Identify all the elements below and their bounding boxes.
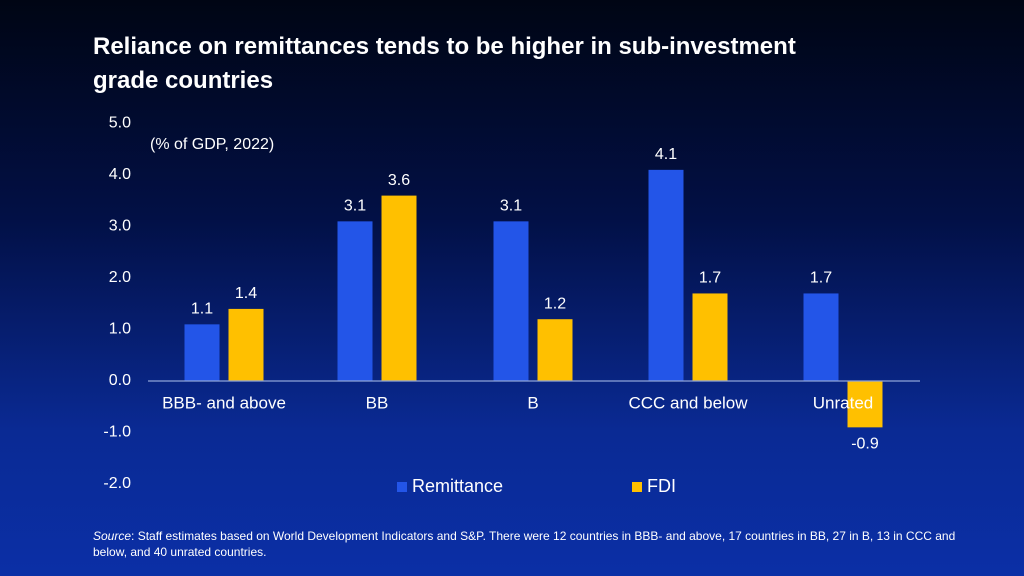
data-label-remittance-4: 4.1 bbox=[655, 146, 677, 163]
category-label: CCC and below bbox=[628, 393, 748, 412]
source-label: Source bbox=[93, 529, 132, 543]
legend-item-remittance: Remittance bbox=[397, 476, 503, 497]
data-label-fdi-4: 1.7 bbox=[699, 270, 721, 287]
legend-swatch-remittance bbox=[397, 481, 407, 492]
chart-title-line-2: grade countries bbox=[93, 67, 274, 94]
bar-remittance-1 bbox=[184, 324, 220, 381]
bar-remittance-4 bbox=[648, 169, 684, 381]
source-text: : Staff estimates based on World Develop… bbox=[93, 529, 956, 559]
source-footnote: Source: Staff estimates based on World D… bbox=[93, 528, 963, 560]
y-tick-label: 0.0 bbox=[109, 372, 131, 389]
data-label-fdi-1: 1.4 bbox=[235, 285, 257, 302]
legend-swatch-fdi bbox=[632, 481, 642, 492]
chart-legend: Remittance FDI bbox=[0, 476, 1024, 498]
bar-remittance-3 bbox=[493, 221, 529, 381]
data-label-remittance-2: 3.1 bbox=[344, 198, 366, 215]
bar-remittance-5 bbox=[803, 293, 839, 381]
y-tick-label: 4.0 bbox=[109, 166, 131, 183]
data-label-remittance-5: 1.7 bbox=[810, 270, 832, 287]
category-label: B bbox=[527, 393, 538, 412]
bar-fdi-4 bbox=[692, 293, 728, 381]
y-tick-label: 3.0 bbox=[109, 218, 131, 235]
data-label-fdi-3: 1.2 bbox=[544, 295, 566, 312]
bar-fdi-3 bbox=[537, 319, 573, 381]
data-label-fdi-2: 3.6 bbox=[388, 172, 410, 189]
bar-fdi-5 bbox=[847, 381, 883, 428]
y-tick-label: -1.0 bbox=[103, 424, 131, 441]
bar-fdi-1 bbox=[228, 308, 264, 381]
bar-fdi-2 bbox=[381, 195, 417, 381]
chart-subtitle: (% of GDP, 2022) bbox=[150, 136, 274, 153]
data-label-remittance-1: 1.1 bbox=[191, 301, 213, 318]
bar-remittance-2 bbox=[337, 221, 373, 381]
y-tick-label: -2.0 bbox=[103, 475, 131, 492]
y-tick-label: 5.0 bbox=[109, 115, 131, 132]
chart-title-line-1: Reliance on remittances tends to be high… bbox=[93, 33, 796, 60]
y-tick-label: 2.0 bbox=[109, 269, 131, 286]
legend-label-remittance: Remittance bbox=[412, 476, 504, 496]
category-label: BBB- and above bbox=[162, 393, 286, 412]
data-label-fdi-5: -0.9 bbox=[851, 436, 879, 453]
y-tick-label: 1.0 bbox=[109, 321, 131, 338]
data-label-remittance-3: 3.1 bbox=[500, 198, 522, 215]
category-label: Unrated bbox=[813, 393, 873, 412]
category-label: BB bbox=[366, 393, 389, 412]
chart-title: Reliance on remittances tends to be high… bbox=[93, 30, 913, 98]
legend-item-fdi: FDI bbox=[632, 476, 676, 497]
legend-label-fdi: FDI bbox=[647, 476, 676, 496]
